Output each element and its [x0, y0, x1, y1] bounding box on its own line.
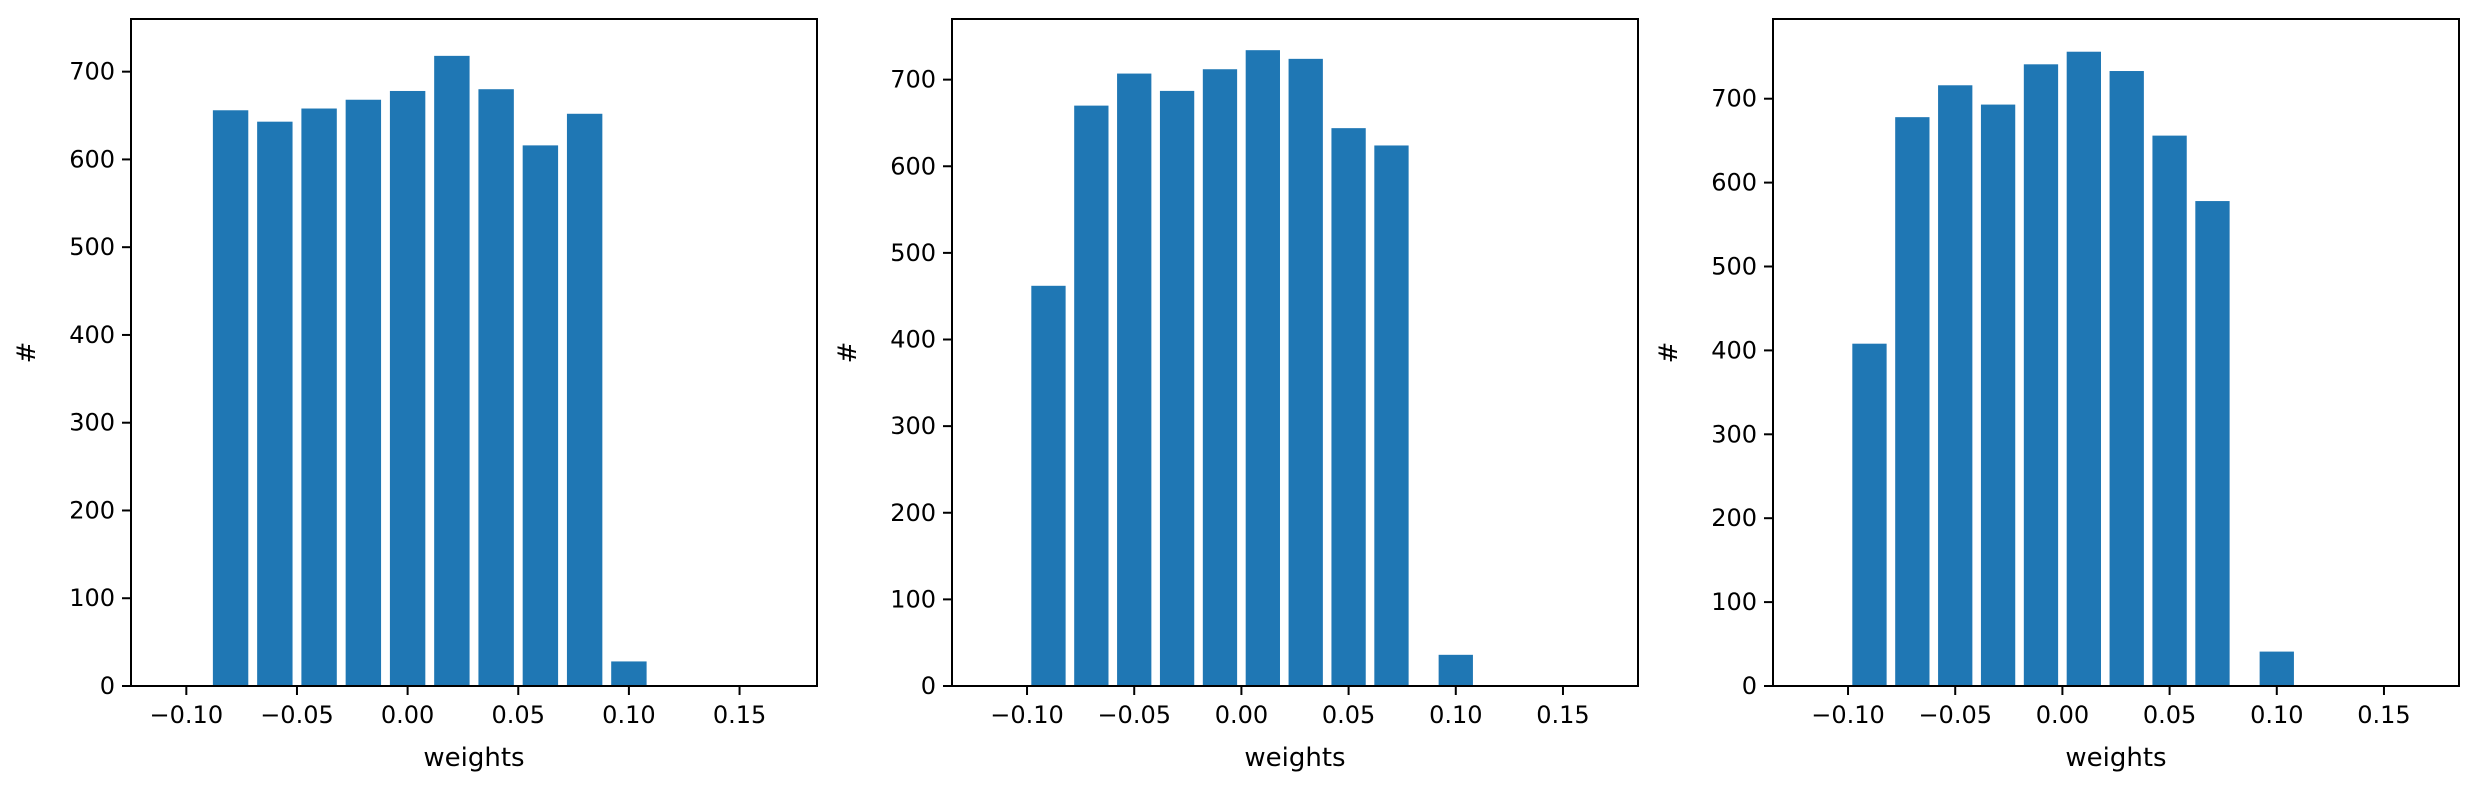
bar	[2259, 651, 2294, 686]
y-tick-label: 200	[1711, 504, 1757, 532]
bar	[1331, 128, 1366, 686]
y-tick-label: 700	[69, 58, 115, 86]
y-tick-label: 0	[921, 672, 936, 700]
bar	[478, 89, 514, 686]
x-tick-label: 0.10	[2250, 701, 2303, 729]
bar	[301, 108, 337, 686]
bar	[1938, 85, 1973, 686]
bar	[566, 113, 603, 686]
x-tick-label: 0.00	[381, 701, 434, 729]
bar	[2023, 64, 2059, 686]
y-axis-label: #	[1654, 342, 1684, 364]
bar	[1159, 90, 1195, 686]
bar	[1074, 105, 1109, 687]
bar	[611, 661, 647, 686]
chart-panel-1: −0.10 −0.05 0.00 0.05 0.10 0.15 0 100 200 300 400 5…	[12, 18, 818, 773]
x-tick-label: 0.10	[1429, 701, 1482, 729]
x-tick-label: −0.10	[1811, 701, 1885, 729]
x-tick-label: 0.15	[713, 701, 766, 729]
bar	[389, 90, 426, 687]
y-tick-label: 400	[890, 326, 936, 354]
x-tick-label: −0.05	[1097, 701, 1171, 729]
x-tick-label: −0.10	[990, 701, 1064, 729]
x-tick-label: 0.05	[492, 701, 545, 729]
x-tick-label: −0.10	[150, 701, 224, 729]
x-tick-label: 0.05	[2143, 701, 2196, 729]
bar	[1895, 117, 1930, 686]
y-tick-label: 200	[69, 496, 115, 524]
x-tick-label: 0.05	[1322, 701, 1375, 729]
bar	[2109, 71, 2144, 686]
axes-frame	[951, 18, 1639, 687]
bar	[522, 145, 559, 686]
y-axis-label: #	[833, 342, 863, 364]
y-axis-label: #	[12, 342, 42, 364]
x-axis-label: weights	[2065, 743, 2166, 773]
bar	[1031, 285, 1066, 686]
y-tick-label: 300	[69, 409, 115, 437]
bar	[345, 99, 382, 687]
y-tick-label: 100	[890, 585, 936, 613]
bar	[1202, 69, 1238, 687]
y-tick-label: 0	[1742, 672, 1757, 700]
y-tick-label: 200	[890, 499, 936, 527]
y-tick-label: 700	[890, 66, 936, 94]
y-tick-label: 600	[69, 145, 115, 173]
y-tick-label: 500	[1711, 253, 1757, 281]
bar	[434, 55, 470, 687]
y-tick-label: 500	[69, 233, 115, 261]
x-tick-label: −0.05	[260, 701, 334, 729]
y-tick-label: 700	[1711, 85, 1757, 113]
bar	[2195, 201, 2230, 686]
axes-frame	[1772, 18, 2460, 687]
bar	[2152, 135, 2187, 686]
bar	[1438, 654, 1473, 686]
y-tick-label: 300	[890, 412, 936, 440]
chart-panel-2: −0.10 −0.05 0.00 0.05 0.10 0.15 0 100 200 300 400 5…	[833, 18, 1639, 773]
y-tick-label: 100	[1711, 588, 1757, 616]
bar	[257, 121, 293, 687]
y-tick-label: 600	[890, 152, 936, 180]
bar	[1980, 104, 2016, 686]
x-tick-label: 0.00	[2036, 701, 2089, 729]
x-tick-label: 0.15	[2357, 701, 2410, 729]
x-tick-label: −0.05	[1918, 701, 1992, 729]
y-tick-label: 300	[1711, 420, 1757, 448]
x-axis-label: weights	[1244, 743, 1345, 773]
x-tick-label: 0.15	[1536, 701, 1589, 729]
bar	[1117, 73, 1152, 686]
y-tick-label: 500	[890, 239, 936, 267]
y-tick-label: 600	[1711, 169, 1757, 197]
bar	[1288, 58, 1323, 687]
axes-frame	[130, 18, 818, 687]
bar	[1852, 343, 1887, 686]
x-tick-label: 0.10	[602, 701, 655, 729]
bar	[1374, 145, 1409, 687]
x-axis-label: weights	[423, 743, 524, 773]
y-tick-label: 400	[1711, 336, 1757, 364]
x-tick-label: 0.00	[1215, 701, 1268, 729]
y-tick-label: 400	[69, 321, 115, 349]
y-tick-label: 100	[69, 584, 115, 612]
bar	[2066, 51, 2101, 687]
bar	[1245, 50, 1280, 687]
y-tick-label: 0	[100, 672, 115, 700]
chart-panel-3: −0.10 −0.05 0.00 0.05 0.10 0.15 0 100 200 300 400 5…	[1654, 18, 2460, 773]
bar	[212, 110, 249, 686]
